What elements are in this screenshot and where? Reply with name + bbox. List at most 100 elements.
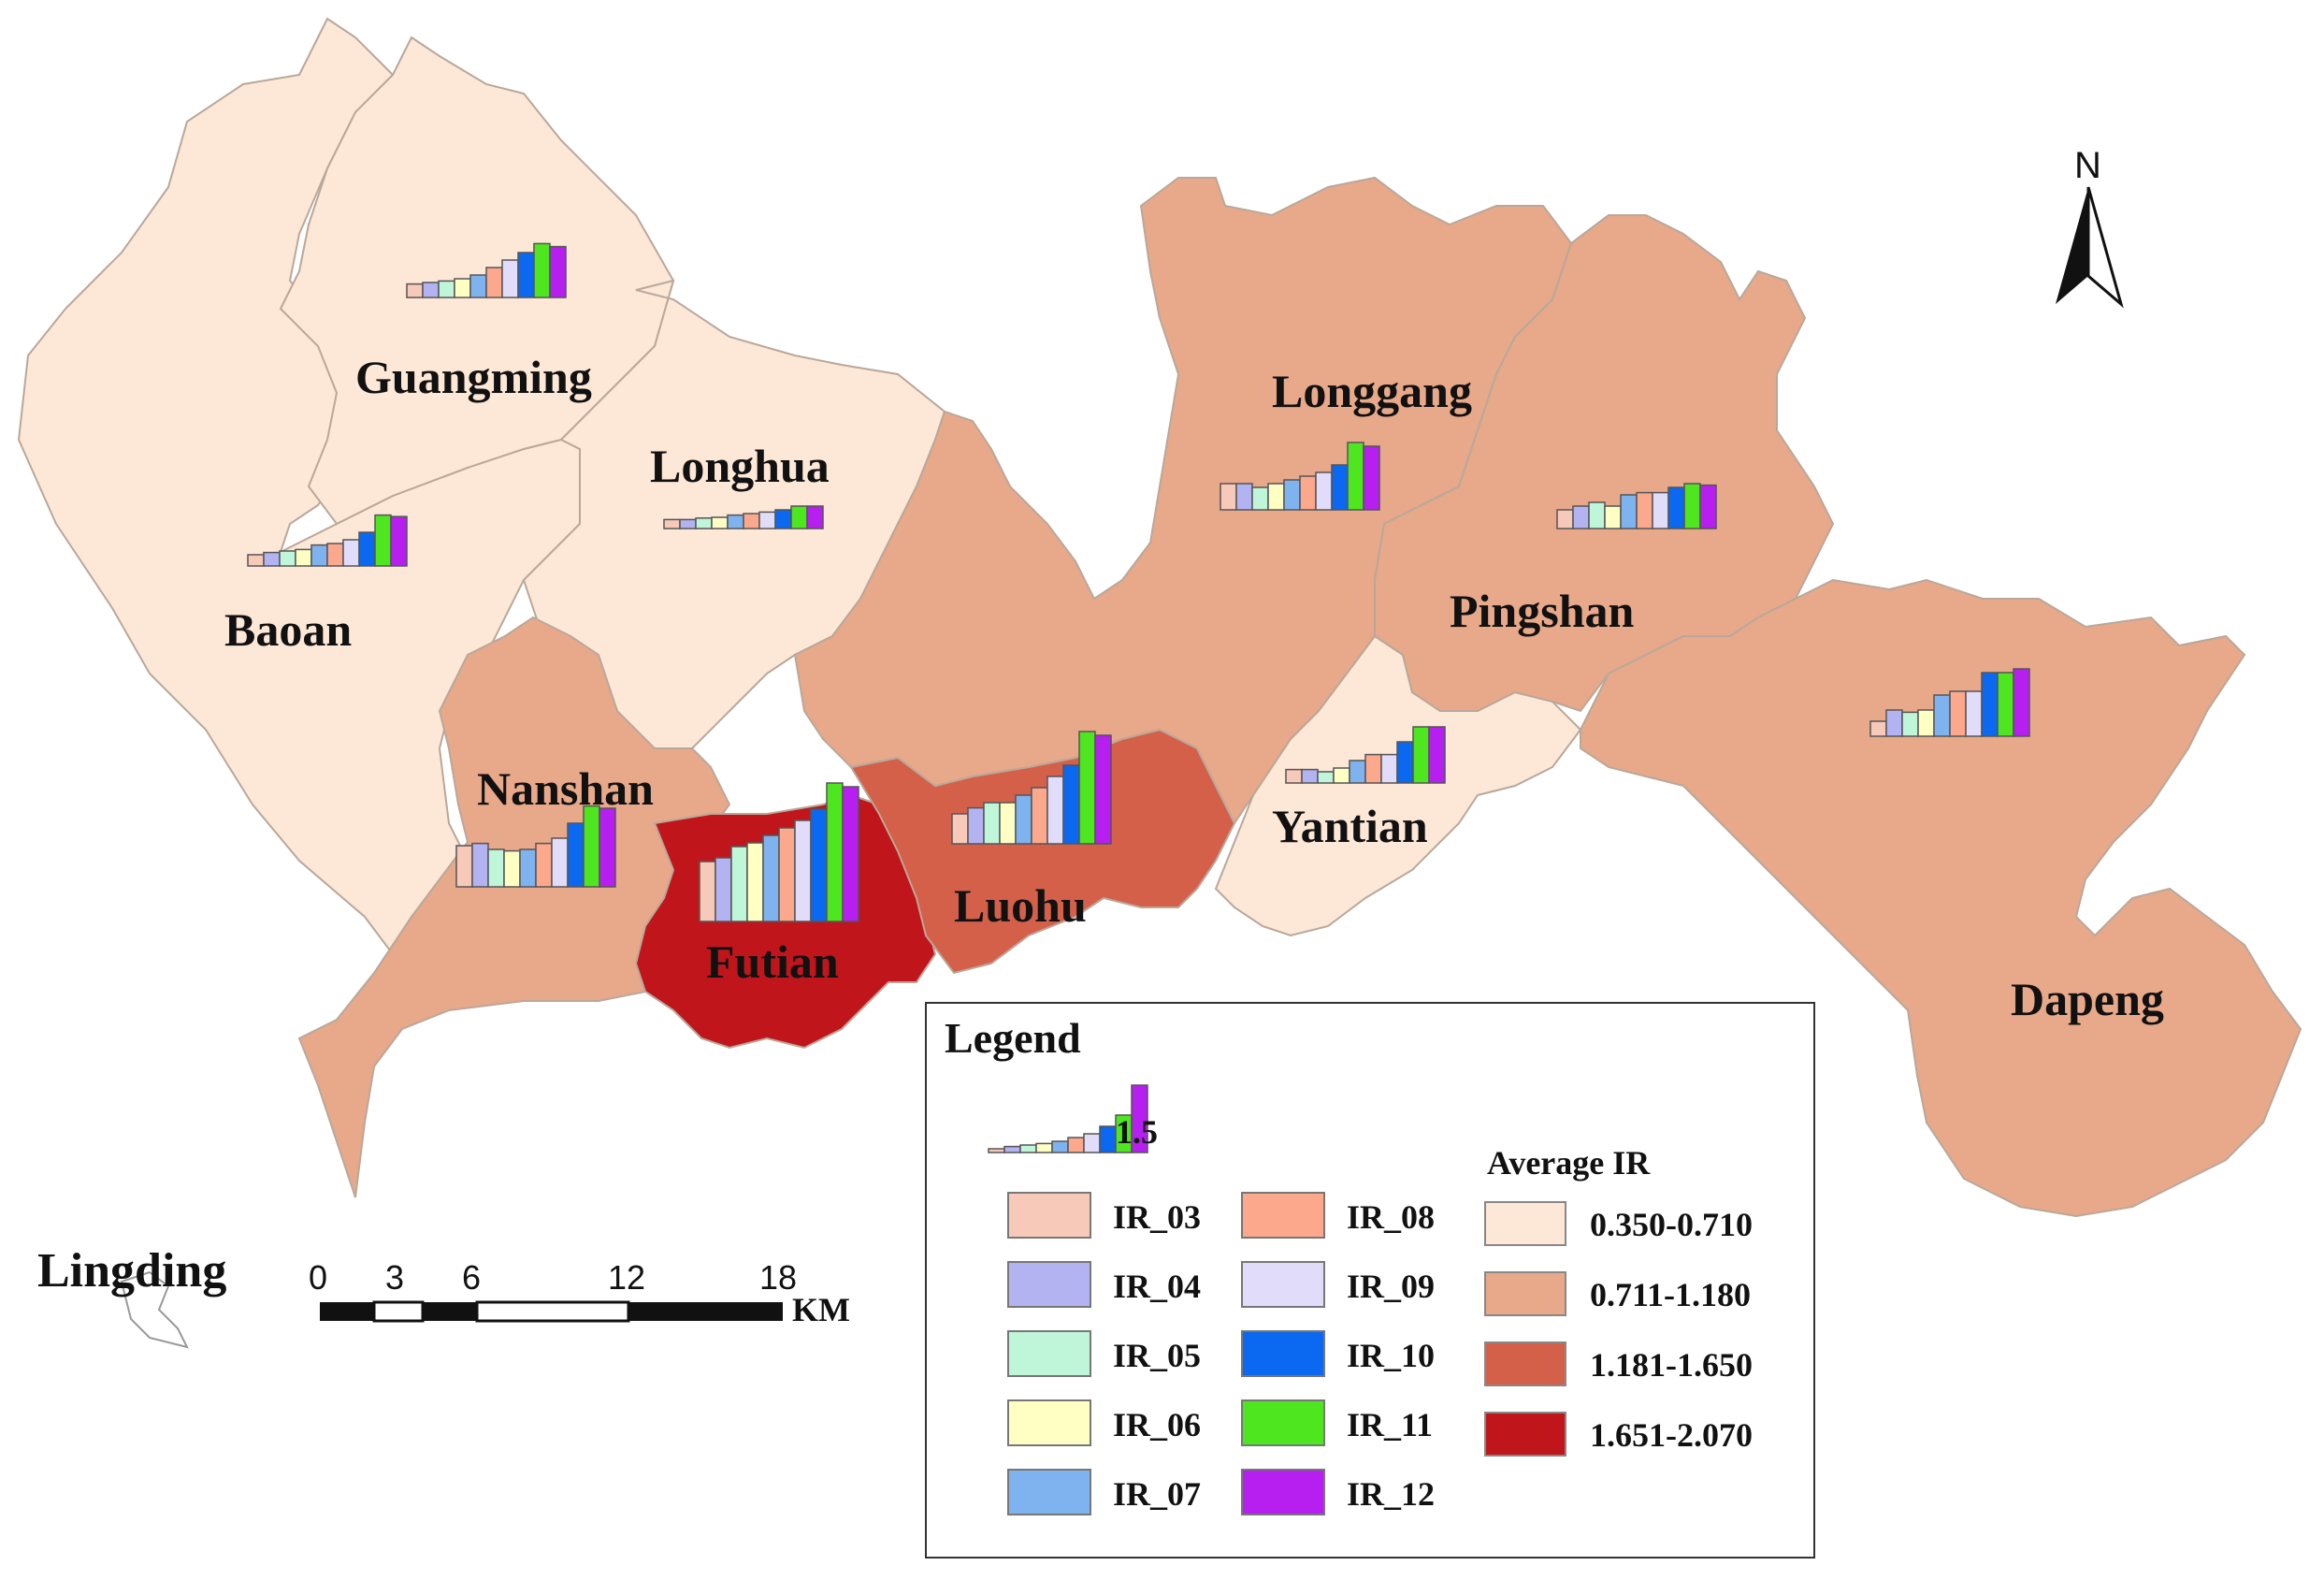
- district-longgang[interactable]: [793, 176, 1573, 825]
- bar-luohu-ir_10: [1062, 764, 1080, 845]
- bar-baoan-ir_08: [326, 543, 344, 567]
- scale-bar: 0 3 6 12 18 KM: [309, 1258, 850, 1328]
- legend-sample-chart: [988, 1084, 1148, 1153]
- district-labels: Guangming Baoan Longhua Nanshan Futian L…: [37, 351, 2164, 1298]
- legend-swatch-ir_06: [1007, 1399, 1091, 1446]
- bar-chart-luohu: [951, 731, 1112, 845]
- north-arrow-right-icon: [2086, 186, 2124, 309]
- bar-longgang-ir_11: [1347, 442, 1364, 511]
- label-nanshan: Nanshan: [477, 762, 654, 815]
- bar-longhua-ir_09: [758, 511, 776, 529]
- legend-average-title: Average IR: [1487, 1144, 1651, 1182]
- bar-nanshan-ir_12: [599, 807, 616, 888]
- bar-baoan-ir_05: [279, 550, 296, 567]
- bar-longgang-ir_03: [1220, 483, 1237, 511]
- north-label: N: [2074, 145, 2101, 186]
- bar-dapeng-ir_10: [1981, 672, 1999, 737]
- bar-dapeng-ir_08: [1949, 690, 1967, 737]
- district-dapeng[interactable]: [1580, 578, 2302, 1218]
- bar-yantian-ir_11: [1412, 726, 1430, 784]
- bar-longgang-ir_04: [1235, 483, 1253, 511]
- bar-pingshan-ir_06: [1604, 505, 1622, 529]
- bar-yantian-ir_12: [1428, 726, 1446, 784]
- legend-label-ir_12: IR_12: [1347, 1475, 1435, 1513]
- scale-tick-6: 6: [462, 1258, 481, 1297]
- district-nanshan[interactable]: [297, 616, 731, 1198]
- bar-longgang-ir_07: [1283, 479, 1301, 511]
- label-futian: Futian: [706, 935, 839, 988]
- scale-seg-1: [320, 1302, 374, 1321]
- bar-nanshan-ir_06: [503, 849, 521, 888]
- bar-pingshan-ir_11: [1683, 483, 1701, 529]
- bar-futian-ir_04: [715, 857, 732, 922]
- bar-baoan-ir_07: [310, 544, 328, 567]
- bar-luohu-ir_11: [1078, 731, 1096, 845]
- bar-guangming-ir_11: [533, 242, 551, 298]
- scale-seg-4: [475, 1300, 630, 1323]
- bar-nanshan-ir_05: [487, 848, 505, 888]
- legend-swatch-ir_04: [1007, 1261, 1091, 1308]
- bar-dapeng-ir_12: [2013, 668, 2030, 737]
- bar-futian-ir_11: [826, 782, 844, 922]
- legend-sample-bar-1: [1003, 1145, 1021, 1153]
- district-bar-charts: [247, 242, 2030, 922]
- bar-yantian-ir_07: [1349, 760, 1366, 784]
- bar-dapeng-ir_04: [1885, 709, 1903, 737]
- scale-unit: KM: [792, 1291, 850, 1328]
- bar-luohu-ir_09: [1047, 776, 1064, 845]
- legend-label-ir_03: IR_03: [1113, 1198, 1201, 1236]
- bar-yantian-ir_09: [1380, 753, 1398, 784]
- legend-sample-bar-7: [1099, 1125, 1117, 1153]
- lingding-island: [120, 1270, 189, 1349]
- bar-pingshan-ir_12: [1699, 484, 1717, 529]
- bar-baoan-ir_10: [358, 531, 376, 567]
- legend-class-items: 0.350-0.710 0.711-1.180 1.181-1.650 1.651-2…: [1484, 1201, 1753, 1457]
- district-polygons: [17, 17, 2302, 1349]
- bar-chart-longhua: [663, 505, 824, 529]
- legend-swatch-ir_12: [1241, 1469, 1325, 1515]
- bar-yantian-ir_03: [1285, 768, 1303, 784]
- legend-label-ir_11: IR_11: [1347, 1406, 1433, 1443]
- bar-luohu-ir_04: [967, 806, 985, 845]
- bar-futian-ir_05: [730, 846, 748, 922]
- bar-pingshan-ir_09: [1652, 491, 1669, 529]
- bar-yantian-ir_08: [1364, 753, 1382, 784]
- bar-yantian-ir_05: [1317, 771, 1335, 784]
- bar-pingshan-ir_04: [1572, 505, 1590, 529]
- bar-baoan-ir_04: [263, 551, 281, 567]
- bar-guangming-ir_04: [422, 282, 440, 298]
- legend-swatch-ir_03: [1007, 1192, 1091, 1239]
- bar-baoan-ir_06: [295, 548, 312, 567]
- bar-yantian-ir_06: [1333, 767, 1350, 784]
- bar-chart-nanshan: [455, 805, 616, 888]
- bar-futian-ir_07: [762, 834, 780, 922]
- label-longhua: Longhua: [650, 440, 830, 492]
- scale-seg-3: [423, 1302, 477, 1321]
- bar-longhua-ir_07: [727, 514, 744, 529]
- bar-guangming-ir_12: [549, 245, 567, 298]
- legend-sample-bar-2: [1019, 1144, 1037, 1153]
- bar-nanshan-ir_07: [519, 848, 537, 888]
- legend-sample-bar-6: [1083, 1133, 1101, 1153]
- legend-label-ir_04: IR_04: [1113, 1268, 1201, 1305]
- bar-longhua-ir_03: [663, 518, 681, 529]
- bar-longhua-ir_08: [743, 513, 760, 529]
- bar-luohu-ir_06: [999, 802, 1017, 845]
- legend-label-ir_10: IR_10: [1347, 1337, 1435, 1374]
- bar-chart-pingshan: [1556, 483, 1717, 529]
- bar-longhua-ir_11: [790, 505, 808, 529]
- scale-tick-3: 3: [385, 1258, 404, 1297]
- bar-chart-dapeng: [1869, 668, 2030, 737]
- bar-luohu-ir_03: [951, 813, 969, 845]
- north-arrow-left-icon: [2056, 187, 2088, 304]
- bar-longgang-ir_12: [1363, 445, 1380, 511]
- bar-luohu-ir_05: [983, 802, 1001, 845]
- bar-nanshan-ir_08: [535, 842, 553, 888]
- bar-futian-ir_09: [794, 819, 812, 922]
- legend-class-swatch-2: [1484, 1341, 1566, 1386]
- bar-luohu-ir_07: [1015, 794, 1032, 845]
- bar-baoan-ir_11: [374, 514, 392, 567]
- label-pingshan: Pingshan: [1450, 585, 1635, 637]
- bar-longhua-ir_06: [711, 516, 729, 529]
